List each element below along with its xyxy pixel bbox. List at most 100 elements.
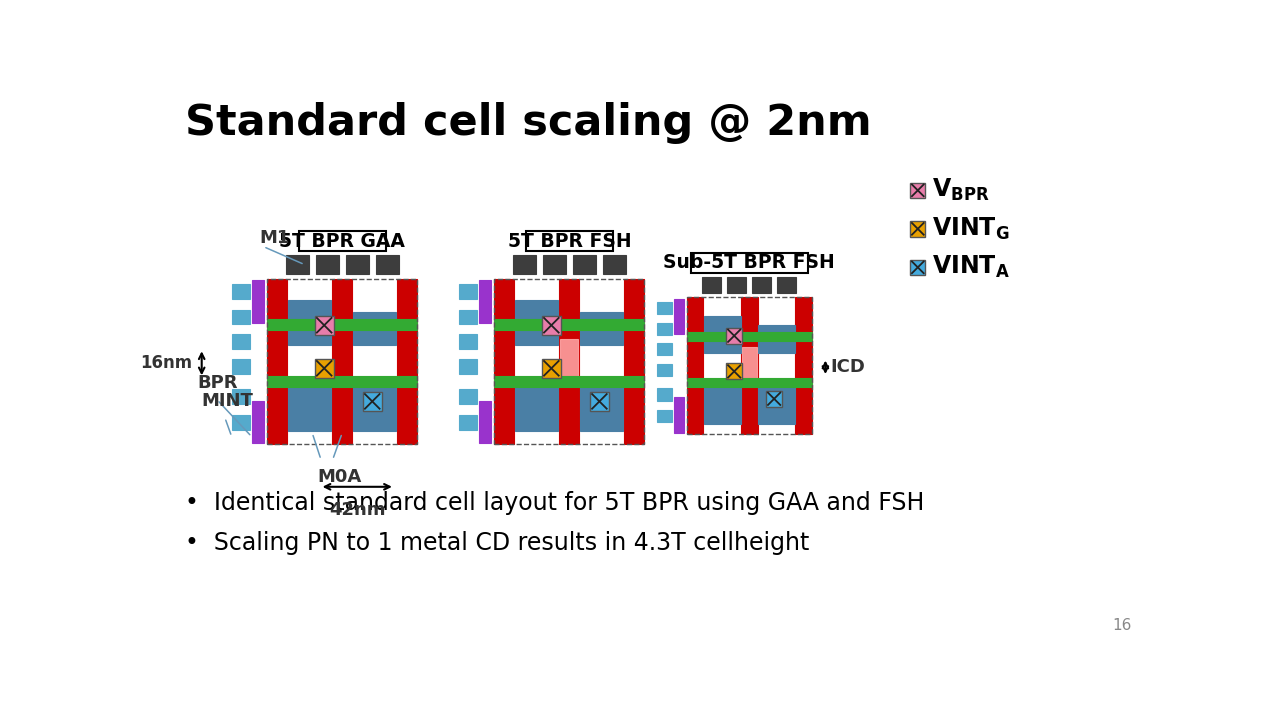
Bar	[759, 383, 795, 423]
Bar	[268, 376, 417, 387]
Bar	[460, 415, 477, 430]
Text: ICD: ICD	[829, 359, 865, 377]
Bar	[580, 382, 623, 431]
Bar	[460, 334, 477, 349]
Bar	[910, 183, 925, 198]
Bar	[494, 319, 644, 330]
Bar	[657, 388, 672, 400]
Bar	[691, 253, 808, 273]
Bar	[460, 389, 477, 404]
Bar	[232, 389, 250, 404]
Text: 16nm: 16nm	[141, 354, 192, 372]
Bar	[657, 364, 672, 376]
Bar	[777, 276, 796, 293]
Text: 42nm: 42nm	[329, 500, 385, 518]
Bar	[687, 297, 812, 434]
Bar	[657, 343, 672, 355]
Bar	[687, 332, 812, 341]
Text: MINT: MINT	[202, 392, 253, 410]
Bar	[232, 415, 250, 430]
Bar	[460, 359, 477, 374]
Bar	[513, 255, 536, 274]
Bar	[759, 325, 795, 353]
Bar	[252, 400, 264, 443]
Bar	[703, 276, 722, 293]
Text: 5T BPR FSH: 5T BPR FSH	[508, 232, 631, 251]
Bar	[657, 323, 672, 335]
Bar	[495, 279, 644, 444]
Bar	[687, 378, 812, 387]
Bar	[742, 348, 756, 385]
Text: 16: 16	[1112, 618, 1132, 633]
Bar	[541, 359, 561, 378]
Bar	[232, 359, 250, 374]
Bar	[603, 255, 626, 274]
Bar	[494, 279, 515, 444]
Bar	[559, 279, 579, 444]
Bar	[460, 310, 477, 324]
Bar	[526, 231, 613, 251]
Bar	[268, 319, 417, 330]
Bar	[559, 339, 579, 385]
Bar	[332, 279, 352, 444]
Bar	[460, 284, 477, 299]
Bar	[285, 255, 308, 274]
Bar	[352, 382, 396, 431]
Bar	[288, 382, 332, 431]
Text: Sub-5T BPR FSH: Sub-5T BPR FSH	[663, 253, 835, 272]
Bar	[704, 316, 741, 353]
Bar	[232, 284, 250, 299]
Bar	[704, 383, 741, 423]
Bar	[479, 400, 492, 443]
Bar	[580, 312, 623, 345]
Bar	[232, 310, 250, 324]
Bar	[657, 410, 672, 422]
Bar	[362, 392, 381, 411]
Text: $\mathbf{V}_{\mathbf{BPR}}$: $\mathbf{V}_{\mathbf{BPR}}$	[932, 177, 989, 204]
Text: BPR: BPR	[198, 374, 238, 392]
Bar	[316, 255, 339, 274]
Bar	[625, 279, 644, 444]
Bar	[541, 315, 561, 335]
Bar	[252, 280, 264, 323]
Bar	[515, 300, 558, 345]
Bar	[910, 260, 925, 275]
Bar	[494, 279, 644, 444]
Bar	[268, 279, 287, 444]
Bar	[795, 297, 812, 434]
Bar	[910, 221, 925, 237]
Bar	[765, 391, 782, 407]
Bar	[543, 255, 566, 274]
Bar	[315, 359, 334, 378]
Bar	[352, 312, 396, 345]
Bar	[741, 297, 758, 434]
Bar	[687, 298, 810, 433]
Bar	[268, 279, 416, 444]
Text: •  Scaling PN to 1 metal CD results in 4.3T cellheight: • Scaling PN to 1 metal CD results in 4.…	[184, 531, 809, 554]
Bar	[726, 364, 742, 379]
Bar	[573, 255, 596, 274]
Bar	[268, 279, 417, 444]
Bar	[726, 328, 742, 344]
Bar	[673, 299, 684, 334]
Text: M0A: M0A	[317, 467, 361, 485]
Text: Standard cell scaling @ 2nm: Standard cell scaling @ 2nm	[184, 102, 872, 144]
Bar	[494, 376, 644, 387]
Bar	[673, 397, 684, 433]
Bar	[590, 392, 609, 411]
Bar	[657, 302, 672, 315]
Text: $\mathbf{VINT}_{\mathbf{A}}$: $\mathbf{VINT}_{\mathbf{A}}$	[932, 254, 1010, 281]
Bar	[346, 255, 369, 274]
Bar	[479, 280, 492, 323]
Bar	[687, 297, 703, 434]
Bar	[315, 315, 334, 335]
Bar	[515, 382, 558, 431]
Text: 5T BPR GAA: 5T BPR GAA	[279, 232, 406, 251]
Bar	[298, 231, 385, 251]
Text: M1: M1	[260, 228, 289, 246]
Bar	[397, 279, 417, 444]
Bar	[727, 276, 746, 293]
Bar	[232, 334, 250, 349]
Bar	[376, 255, 399, 274]
Text: •  Identical standard cell layout for 5T BPR using GAA and FSH: • Identical standard cell layout for 5T …	[184, 490, 924, 515]
